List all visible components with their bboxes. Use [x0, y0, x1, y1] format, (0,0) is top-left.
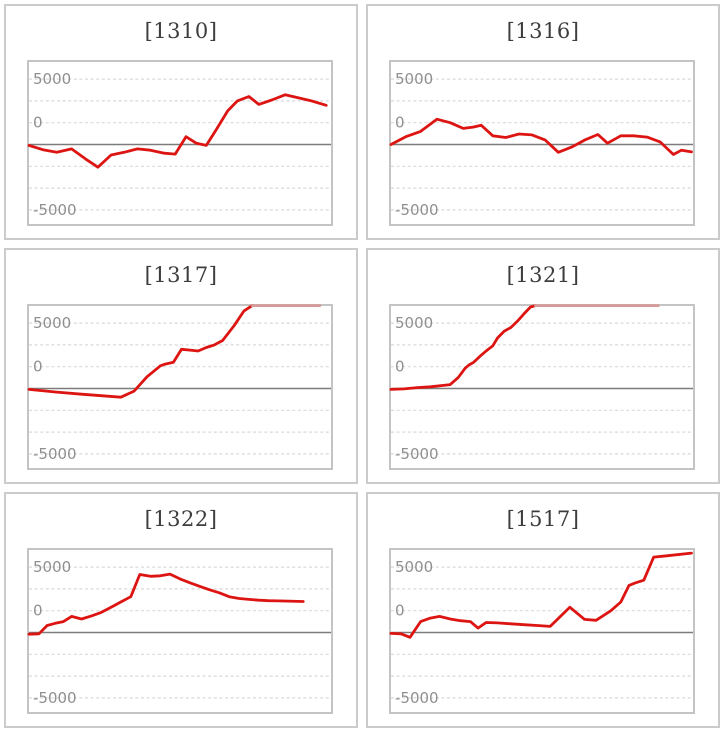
line-chart: 5000 0 -5000: [389, 548, 695, 714]
chart-title: [1317]: [144, 263, 218, 287]
chart-tile: [1310] 5000 0 -5000: [4, 4, 358, 240]
chart-tile: [1322] 5000 0 -5000: [4, 492, 358, 728]
chart-title: [1322]: [144, 507, 218, 531]
y-axis-label: 0: [33, 114, 43, 132]
plot-area: [389, 548, 695, 714]
y-axis-label: -5000: [395, 689, 439, 707]
series-line: [27, 572, 305, 636]
chart-title: [1321]: [506, 263, 580, 287]
y-axis-label: 5000: [395, 70, 433, 88]
y-axis-label: 0: [395, 358, 405, 376]
plot-area: [27, 304, 333, 470]
y-axis-label: 0: [33, 358, 43, 376]
line-chart: 5000 0 -5000: [27, 304, 333, 470]
series-line: [27, 304, 254, 399]
chart-title: [1316]: [506, 19, 580, 43]
chart-tile: [1517] 5000 0 -5000: [366, 492, 720, 728]
y-axis-label: 5000: [395, 314, 433, 332]
y-axis-label: 0: [395, 602, 405, 620]
series-line: [389, 117, 693, 156]
plot-area: [389, 60, 695, 226]
y-axis-label: -5000: [33, 689, 77, 707]
line-chart: 5000 0 -5000: [389, 304, 695, 470]
y-axis-label: 5000: [395, 558, 433, 576]
chart-tile: [1317] 5000 0 -5000: [4, 248, 358, 484]
y-axis-label: 5000: [33, 558, 71, 576]
y-axis-label: -5000: [395, 445, 439, 463]
series-line: [389, 304, 537, 391]
plot-area: [27, 60, 333, 226]
y-axis-label: -5000: [33, 445, 77, 463]
line-chart: 5000 0 -5000: [27, 548, 333, 714]
line-chart: 5000 0 -5000: [27, 60, 333, 226]
chart-tile: [1321] 5000 0 -5000: [366, 248, 720, 484]
y-axis-label: -5000: [395, 201, 439, 219]
chart-title: [1310]: [144, 19, 218, 43]
y-axis-label: 5000: [33, 70, 71, 88]
y-axis-label: 5000: [33, 314, 71, 332]
line-chart: 5000 0 -5000: [389, 60, 695, 226]
y-axis-label: -5000: [33, 201, 77, 219]
y-axis-label: 0: [395, 114, 405, 132]
chart-title: [1517]: [506, 507, 580, 531]
y-axis-label: 0: [33, 602, 43, 620]
plot-area: [27, 548, 333, 714]
chart-tile: [1316] 5000 0 -5000: [366, 4, 720, 240]
series-line: [27, 93, 328, 169]
series-line: [389, 551, 693, 639]
